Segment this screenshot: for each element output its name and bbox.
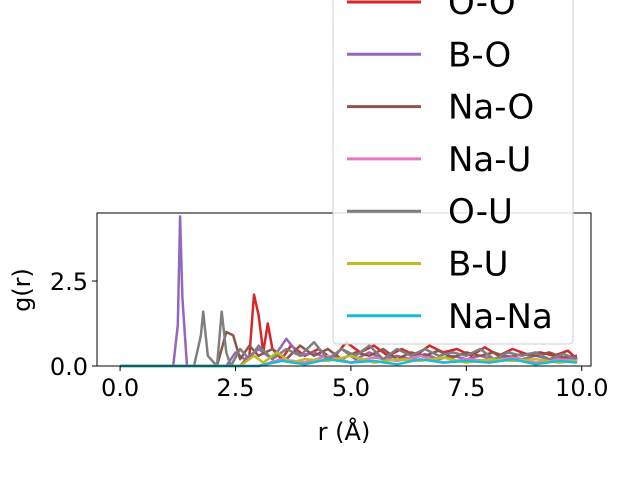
legend-label-b-u: B-U [448,245,508,285]
x-tick-label: 2.5 [216,374,254,402]
legend-label-na-na: Na-Na [448,297,553,337]
tick-layer: 0.0 2.5 5.0 7.5 10.0 0.0 2.5 [50,268,609,402]
series-line-o-u [120,310,578,368]
legend-label-na-u: Na-U [448,140,531,180]
legend-label-o-o: O-O [448,0,516,23]
series-line-na-na [120,357,578,368]
x-tick-label: 7.5 [447,374,485,402]
legend-label-o-u: O-U [448,192,513,232]
legend: O-O B-O Na-O Na-U O-U B-U Na-Na [332,0,574,345]
legend-frame [332,0,574,345]
x-axis-title: r (Å) [318,417,371,446]
x-tick-label: 10.0 [555,374,608,402]
x-tick-label: 0.0 [101,374,139,402]
y-axis-title: g(r) [8,268,36,312]
series-line-b-u [120,351,578,368]
x-tick-label: 5.0 [332,374,370,402]
legend-label-na-o: Na-O [448,88,534,128]
legend-label-b-o: B-O [448,35,511,75]
y-tick-label: 2.5 [50,268,88,296]
y-tick-label: 0.0 [50,353,88,381]
